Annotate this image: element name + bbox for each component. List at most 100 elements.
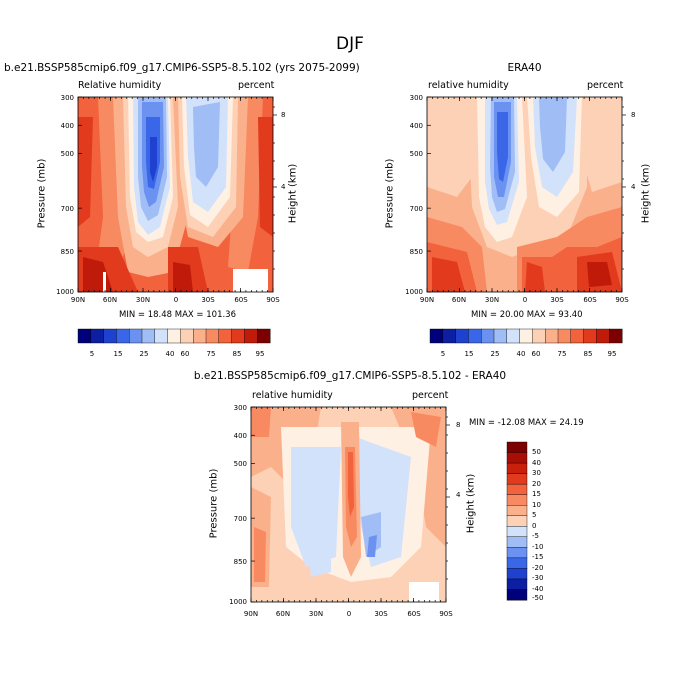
legend-swatch (596, 328, 610, 344)
x-tick: 90S (615, 296, 629, 304)
legend-bar (429, 328, 623, 344)
legend-swatch (544, 328, 559, 344)
x-tick: 30S (374, 610, 388, 618)
legend-swatch (481, 328, 495, 344)
legend-label: 15 (464, 350, 474, 358)
legend-swatch (506, 473, 528, 485)
legend-label: -5 (532, 532, 539, 540)
x-tick: 30N (308, 610, 324, 618)
legend-bar (506, 441, 528, 601)
y-axis-label: Pressure (mb) (208, 468, 220, 539)
legend-label: 5 (89, 350, 95, 358)
legend-label: 25 (490, 350, 500, 358)
x-tick: 90N (70, 296, 86, 304)
y-tick: 1000 (229, 598, 247, 606)
legend-label: 60 (180, 350, 190, 358)
x-tick: 30N (135, 296, 151, 304)
legend-label: -10 (532, 543, 544, 551)
y2-tick: 4 (456, 491, 461, 499)
legend-label: -20 (532, 564, 544, 572)
legend-swatch (455, 328, 469, 344)
legend-bar (77, 328, 271, 344)
legend-swatch (506, 557, 528, 569)
x-tick: 30S (550, 296, 564, 304)
legend-swatch (468, 328, 482, 344)
legend-label: 10 (532, 501, 541, 509)
stats-text: MIN = -12.08 MAX = 24.19 (469, 418, 584, 428)
legend-swatch (231, 328, 245, 344)
legend-label: 75 (557, 350, 567, 358)
y-axis-label: Pressure (mb) (36, 158, 48, 229)
legend-label: 95 (607, 350, 617, 358)
legend-label: 60 (531, 350, 541, 358)
legend-swatch (506, 328, 521, 344)
legend-swatch (506, 589, 528, 601)
x-tick: 60N (451, 296, 467, 304)
x-tick: 60S (234, 296, 248, 304)
legend-swatch (557, 328, 572, 344)
legend-label: -30 (532, 574, 544, 582)
legend-swatch (583, 328, 597, 344)
y-tick: 850 (409, 248, 423, 256)
x-tick: 0 (173, 296, 179, 304)
legend-swatch (116, 328, 130, 344)
legend-swatch (244, 328, 258, 344)
y-tick: 300 (60, 94, 74, 102)
legend-swatch (506, 483, 528, 496)
y-tick: 500 (60, 150, 74, 158)
y-tick: 700 (60, 205, 74, 213)
legend-swatch (180, 328, 194, 344)
legend-label: 15 (532, 490, 541, 498)
y-tick: 400 (60, 122, 74, 130)
legend-swatch (506, 526, 528, 538)
y-tick: 700 (409, 205, 423, 213)
legend-swatch (519, 328, 533, 344)
legend-label: 40 (516, 350, 526, 358)
y2-tick: 8 (631, 111, 636, 119)
legend-swatch (506, 578, 528, 590)
contour-plot (426, 96, 623, 293)
legend-label: 40 (165, 350, 175, 358)
legend-label: 85 (583, 350, 593, 358)
legend-label: 20 (532, 480, 541, 488)
y2-tick: 4 (631, 183, 636, 191)
y2-axis-label: Height (km) (640, 163, 652, 224)
legend-label: 75 (206, 350, 216, 358)
y-tick: 850 (60, 248, 74, 256)
left-label: relative humidity (428, 80, 509, 91)
contour-plot (250, 406, 447, 603)
legend-swatch (506, 547, 528, 559)
right-label: percent (238, 80, 275, 91)
y2-tick: 8 (281, 111, 286, 119)
legend-label: 40 (532, 459, 541, 467)
y-tick: 1000 (405, 288, 423, 296)
legend-swatch (167, 328, 181, 344)
legend-label: 25 (139, 350, 149, 358)
legend-swatch (129, 328, 143, 344)
legend-swatch (154, 328, 169, 344)
legend-label: 95 (255, 350, 265, 358)
stats-text: MIN = 20.00 MAX = 93.40 (471, 310, 583, 320)
x-tick: 90N (419, 296, 435, 304)
legend-swatch (141, 328, 156, 344)
contour-plot (77, 96, 274, 293)
x-tick: 0 (346, 610, 352, 618)
legend-label: -50 (532, 594, 544, 602)
right-label: percent (412, 390, 449, 401)
x-tick: 30N (484, 296, 500, 304)
legend-label: 15 (113, 350, 123, 358)
x-tick: 90S (266, 296, 280, 304)
legend-swatch (506, 536, 528, 548)
panel-title: ERA40 (507, 62, 542, 74)
panel-title: b.e21.BSSP585cmip6.f09_g17.CMIP6-SSP5-8.… (193, 370, 507, 382)
legend-swatch (506, 452, 528, 464)
legend-label: 5 (532, 511, 537, 519)
legend-swatch (192, 328, 207, 344)
legend-label: 0 (532, 522, 537, 530)
legend-label: 5 (440, 350, 446, 358)
legend-label: 50 (532, 448, 541, 456)
y-tick: 400 (233, 432, 247, 440)
legend-label: 85 (232, 350, 242, 358)
y-tick: 1000 (56, 288, 74, 296)
y-tick: 500 (409, 150, 423, 158)
